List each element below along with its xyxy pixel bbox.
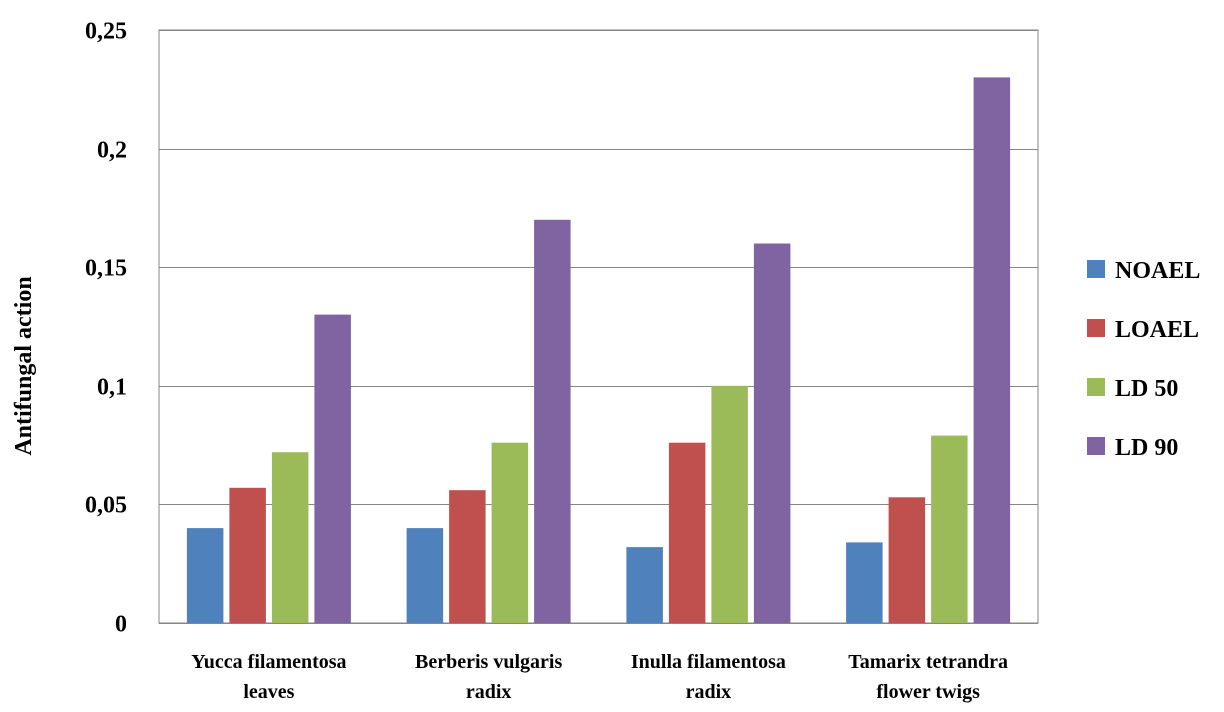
legend-swatch	[1087, 378, 1105, 396]
y-tick-label: 0,15	[85, 256, 127, 282]
bar-loael-4	[888, 497, 926, 623]
x-category-label: Inulla filamentosa	[631, 651, 786, 673]
bar-ld50-2	[491, 442, 529, 623]
y-tick-label: 0	[115, 612, 127, 638]
bar-ld90-4	[973, 77, 1011, 623]
legend-label: LD 50	[1115, 376, 1178, 402]
x-category-label: Tamarix tetrandra	[848, 651, 1008, 673]
bars	[186, 77, 1011, 624]
x-category-label: radix	[466, 681, 512, 703]
x-category-label: Berberis vulgaris	[415, 651, 562, 673]
bar-ld50-1	[271, 452, 309, 623]
y-axis-title: Antifungal action	[11, 276, 37, 455]
legend: NOAEL LOAEL LD 50 LD 90	[1087, 258, 1200, 461]
x-category-label: leaves	[243, 681, 294, 703]
legend-label: LOAEL	[1115, 317, 1199, 343]
bar-ld90-2	[534, 219, 571, 624]
legend-swatch	[1087, 437, 1105, 455]
bar-noael-4	[846, 542, 883, 623]
bar-ld50-4	[931, 435, 968, 623]
y-tick-label: 0,1	[97, 375, 127, 401]
y-tick-label: 0,25	[85, 19, 127, 45]
bar-loael-3	[668, 442, 706, 623]
bar-noael-1	[186, 528, 224, 623]
y-tick-label: 0,2	[97, 138, 127, 164]
bar-ld90-1	[314, 314, 351, 623]
legend-label: LD 90	[1115, 435, 1178, 461]
x-category-label: radix	[686, 681, 732, 703]
axes: 0 0,05 0,1 0,15 0,2 0,25 Yucca filamentosa leav…	[85, 19, 1008, 704]
legend-swatch	[1087, 260, 1105, 278]
bar-noael-2	[406, 528, 444, 623]
legend-label: NOAEL	[1115, 258, 1200, 284]
x-category-label: flower twigs	[876, 681, 980, 703]
x-category-label: Yucca filamentosa	[191, 651, 346, 673]
bar-loael-1	[229, 487, 266, 623]
bar-noael-3	[626, 547, 663, 623]
bar-ld50-3	[711, 385, 748, 623]
y-tick-label: 0,05	[85, 493, 127, 519]
bar-loael-2	[449, 490, 486, 623]
bar-ld90-3	[753, 243, 791, 623]
legend-swatch	[1087, 319, 1105, 337]
